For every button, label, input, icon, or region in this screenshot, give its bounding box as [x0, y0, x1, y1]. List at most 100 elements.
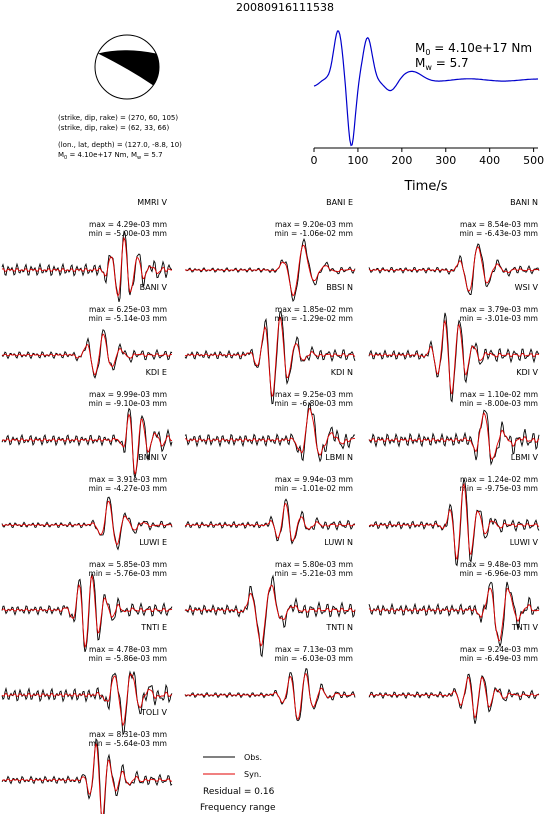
station-label: BANI N — [510, 198, 538, 207]
synthetic-trace — [1, 673, 173, 727]
max-amplitude-label: max = 8.31e-03 mm — [89, 730, 167, 739]
beachball-compressional-quadrant — [98, 50, 159, 86]
stf-mw-label: Mw = 5.7 — [415, 56, 469, 72]
synthetic-trace — [1, 333, 173, 376]
station-label: BMNI V — [138, 453, 167, 462]
station-label: TNTI E — [140, 623, 167, 632]
min-amplitude-label: min = -3.01e-03 mm — [460, 314, 538, 323]
min-amplitude-label: min = -4.27e-03 mm — [89, 484, 167, 493]
max-amplitude-label: max = 7.13e-03 mm — [275, 645, 353, 654]
max-amplitude-label: max = 5.85e-03 mm — [89, 560, 167, 569]
min-amplitude-label: min = -6.03e-03 mm — [275, 654, 353, 663]
synthetic-trace — [1, 413, 173, 475]
observed-trace — [1, 230, 172, 303]
max-amplitude-label: max = 9.20e-03 mm — [275, 220, 353, 229]
stf-x-label: Time/s — [404, 179, 448, 194]
synthetic-trace — [368, 676, 540, 720]
synthetic-trace — [1, 500, 173, 546]
legend-syn-label: Syn. — [244, 770, 261, 779]
station-label: KDI V — [516, 368, 538, 377]
min-amplitude-label: min = -1.29e-02 mm — [275, 314, 353, 323]
synthetic-trace — [185, 244, 356, 297]
synthetic-trace — [184, 316, 356, 398]
station-label: BANI E — [326, 198, 353, 207]
min-amplitude-label: min = -5.00e-03 mm — [89, 229, 167, 238]
max-amplitude-label: max = 9.94e-03 mm — [275, 475, 353, 484]
synthetic-trace — [368, 412, 540, 460]
synthetic-trace — [184, 672, 356, 720]
max-amplitude-label: max = 9.25e-03 mm — [275, 390, 353, 399]
station-label: WSI V — [515, 283, 539, 292]
event-info: (strike, dip, rake) = (270, 60, 105) (st… — [58, 114, 182, 161]
stf-tick-label: 300 — [435, 154, 456, 167]
station-label: TOLI V — [140, 708, 168, 717]
max-amplitude-label: max = 9.99e-03 mm — [89, 390, 167, 399]
observed-trace — [184, 237, 356, 303]
event-location: (lon., lat, depth) = (127.0, -8.8, 10) — [58, 141, 182, 149]
observed-trace — [1, 329, 173, 379]
min-amplitude-label: min = -9.10e-03 mm — [89, 399, 167, 408]
station-label: LUWI E — [139, 538, 167, 547]
beachball-group — [94, 34, 160, 100]
synthetic-trace — [368, 246, 540, 292]
nodal-plane-1: (strike, dip, rake) = (270, 60, 105) — [58, 114, 178, 122]
max-amplitude-label: max = 6.25e-03 mm — [89, 305, 167, 314]
source-time-function-plot: 0 100 200 300 400 500 M0 = 4.10e+17 Nm Mw = 5… — [311, 30, 544, 194]
station-label: BBSI N — [326, 283, 353, 292]
observed-trace — [1, 407, 173, 479]
station-label: TNTI N — [325, 623, 353, 632]
max-amplitude-label: max = 5.80e-03 mm — [275, 560, 353, 569]
station-label: KDI E — [146, 368, 167, 377]
min-amplitude-label: min = -6.96e-03 mm — [460, 569, 538, 578]
max-amplitude-label: max = 1.24e-02 mm — [460, 475, 538, 484]
max-amplitude-label: max = 9.24e-03 mm — [460, 645, 538, 654]
min-amplitude-label: min = -5.86e-03 mm — [89, 654, 167, 663]
synthetic-trace — [368, 319, 540, 395]
max-amplitude-label: max = 4.29e-03 mm — [89, 220, 167, 229]
min-amplitude-label: min = -1.01e-02 mm — [275, 484, 353, 493]
min-amplitude-label: min = -6.43e-03 mm — [460, 229, 538, 238]
observed-trace — [1, 738, 173, 814]
max-amplitude-label: max = 1.85e-02 mm — [275, 305, 353, 314]
event-moment: M0 = 4.10e+17 Nm, Mw = 5.7 — [58, 151, 163, 161]
station-label: MMRI V — [137, 198, 167, 207]
min-amplitude-label: min = -5.21e-03 mm — [275, 569, 353, 578]
synthetic-trace — [184, 407, 356, 456]
stf-tick-label: 0 — [311, 154, 318, 167]
station-label: LUWI N — [324, 538, 353, 547]
stf-tick-label: 100 — [347, 154, 368, 167]
observed-trace — [1, 572, 173, 653]
synthetic-trace — [1, 574, 173, 649]
synthetic-trace — [1, 743, 173, 814]
nodal-plane-2: (strike, dip, rake) = (62, 33, 66) — [58, 124, 169, 132]
station-label: KDI N — [331, 368, 353, 377]
synthetic-trace — [368, 482, 540, 561]
synthetic-trace — [184, 503, 356, 542]
min-amplitude-label: min = -1.06e-02 mm — [275, 229, 353, 238]
legend-obs-label: Obs. — [244, 753, 262, 762]
stf-curve — [313, 30, 538, 147]
residual-label: Residual = 0.16 — [203, 787, 275, 797]
max-amplitude-label: max = 1.10e-02 mm — [460, 390, 538, 399]
stf-tick-label: 400 — [479, 154, 500, 167]
